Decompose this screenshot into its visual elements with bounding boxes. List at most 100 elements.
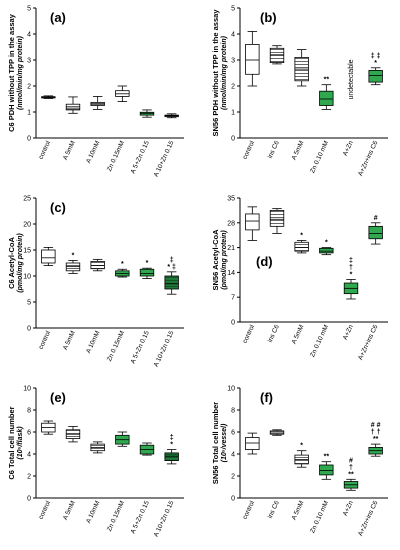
- y-tick-label: 0: [231, 136, 235, 143]
- box-d-0: [245, 213, 260, 231]
- x-tick-label: A 10+Zn 0.15: [153, 140, 176, 179]
- panel-label: (e): [50, 390, 66, 405]
- y-tick-label: 4: [231, 32, 235, 39]
- y-axis-unit: (pmol/mg protein): [221, 230, 228, 290]
- y-tick-label: 20: [23, 222, 31, 229]
- y-tick-label: 10: [23, 386, 31, 393]
- y-tick-label: 0: [231, 320, 235, 327]
- y-tick-label: 7: [231, 295, 235, 302]
- box-f-1: [269, 430, 285, 435]
- box-b-0: [245, 44, 260, 75]
- box-d-2: [294, 241, 309, 252]
- x-tick-label: A+Zn: [342, 140, 355, 158]
- x-tick-label: control: [38, 329, 53, 350]
- y-tick-label: 2: [27, 84, 31, 91]
- y-axis-label: C6 PDH without TPP in the assay: [7, 13, 16, 132]
- x-tick-label: Zn 0.15mM: [106, 140, 126, 173]
- y-tick-label: 0: [27, 136, 31, 143]
- y-axis-unit: (10⁵/vessel): [221, 423, 228, 462]
- x-tick-label: A 10mM: [85, 140, 101, 165]
- x-tick-label: A 5mM: [291, 324, 306, 345]
- box-b-3: [319, 90, 334, 106]
- x-tick-label: A+Zn: [342, 324, 355, 342]
- significance-mark: *: [121, 261, 124, 268]
- y-tick-label: 5: [27, 6, 31, 13]
- significance-mark: # #: [371, 422, 381, 429]
- box-a-1: [65, 103, 81, 111]
- y-tick-label: 25: [23, 196, 31, 203]
- chart-panel-d: 0 7 14 21 28 35 SN56 Acetyl-CoA (pmol/mg protei…: [211, 196, 388, 362]
- y-axis-unit: (nmol/min/mg protein): [17, 35, 24, 110]
- panel-label: (f): [260, 390, 273, 405]
- y-tick-label: 1: [231, 110, 235, 117]
- box-c-4: [139, 268, 155, 277]
- significance-mark: **: [324, 77, 330, 84]
- x-tick-label: A 10+Zn 0.15: [153, 330, 176, 369]
- significance-mark: *: [300, 443, 303, 450]
- y-axis-label: C6 Acetyl-CoA: [7, 237, 16, 289]
- y-tick-label: 5: [27, 300, 31, 307]
- y-axis-unit: (10⁵/flask): [17, 426, 24, 460]
- y-tick-label: 2: [231, 474, 235, 481]
- y-tick-label: 3: [27, 58, 31, 65]
- x-tick-label: A+Zn+ins C6: [357, 324, 380, 362]
- y-tick-label: 0: [27, 326, 31, 333]
- y-tick-label: 2: [27, 474, 31, 481]
- significance-mark: ‡: [170, 257, 174, 264]
- y-tick-label: 4: [231, 452, 235, 459]
- x-tick-label: A 10mM: [85, 330, 101, 355]
- x-tick-label: A 5mM: [291, 140, 306, 161]
- box-e-5: [164, 452, 179, 461]
- x-tick-label: A 5mM: [291, 500, 306, 521]
- x-tick-label: A 5mM: [62, 500, 77, 521]
- box-d-5: [368, 225, 383, 240]
- x-tick-label: Zn 0.15mM: [106, 330, 126, 363]
- y-axis-unit: (pmol/mg protein): [17, 233, 24, 293]
- y-axis-label: SN56 Total cell number: [211, 402, 220, 484]
- x-tick-label: control: [242, 499, 257, 520]
- y-tick-label: 4: [27, 452, 31, 459]
- y-tick-label: 14: [227, 270, 235, 277]
- significance-mark: *: [72, 252, 75, 259]
- x-tick-label: ins C6: [267, 324, 281, 344]
- x-tick-label: A 5+Zn 0.15: [130, 500, 151, 535]
- box-b-1: [269, 47, 285, 63]
- y-tick-label: 0: [27, 496, 31, 503]
- x-tick-label: A+Zn: [342, 500, 355, 518]
- significance-mark: ‡: [349, 257, 353, 264]
- significance-mark: **: [324, 454, 330, 461]
- x-tick-label: A 5+Zn 0.15: [130, 330, 151, 365]
- significance-mark: †: [349, 264, 353, 271]
- y-tick-label: 28: [227, 220, 235, 227]
- y-tick-label: 2: [231, 84, 235, 91]
- y-tick-label: 15: [23, 248, 31, 255]
- y-axis-label: SN56 Acetyl-CoA: [211, 229, 220, 291]
- y-tick-label: 10: [23, 274, 31, 281]
- box-d-1: [269, 209, 285, 227]
- box-d-3: [319, 247, 334, 254]
- x-tick-label: A 10+Zn 0.15: [153, 500, 176, 539]
- x-tick-label: A+Zn+ins C6: [357, 140, 380, 178]
- x-tick-label: control: [242, 139, 257, 160]
- y-tick-label: 5: [231, 6, 235, 13]
- box-f-3: [319, 464, 334, 476]
- y-tick-label: 8: [231, 408, 235, 415]
- significance-mark: *: [374, 60, 377, 67]
- x-tick-label: A+Zn+ins C6: [357, 500, 380, 538]
- significance-mark: ‡ ‡: [371, 53, 381, 60]
- x-tick-label: ins C6: [267, 140, 281, 160]
- significance-mark: **: [373, 436, 379, 443]
- chart-panel-f: 0 2 4 6 8 10 SN56 Total cell number (10⁵/vessel…: [211, 386, 388, 538]
- box-c-5: [164, 275, 179, 290]
- y-tick-label: 35: [227, 196, 235, 203]
- significance-mark: ‡: [170, 435, 174, 442]
- significance-mark: #: [349, 457, 353, 464]
- y-tick-label: 21: [227, 245, 235, 252]
- box-c-2: [90, 261, 105, 270]
- y-tick-label: 10: [227, 386, 235, 393]
- x-tick-label: Zn 0.10 mM: [309, 324, 330, 358]
- box-b-5: [368, 70, 383, 83]
